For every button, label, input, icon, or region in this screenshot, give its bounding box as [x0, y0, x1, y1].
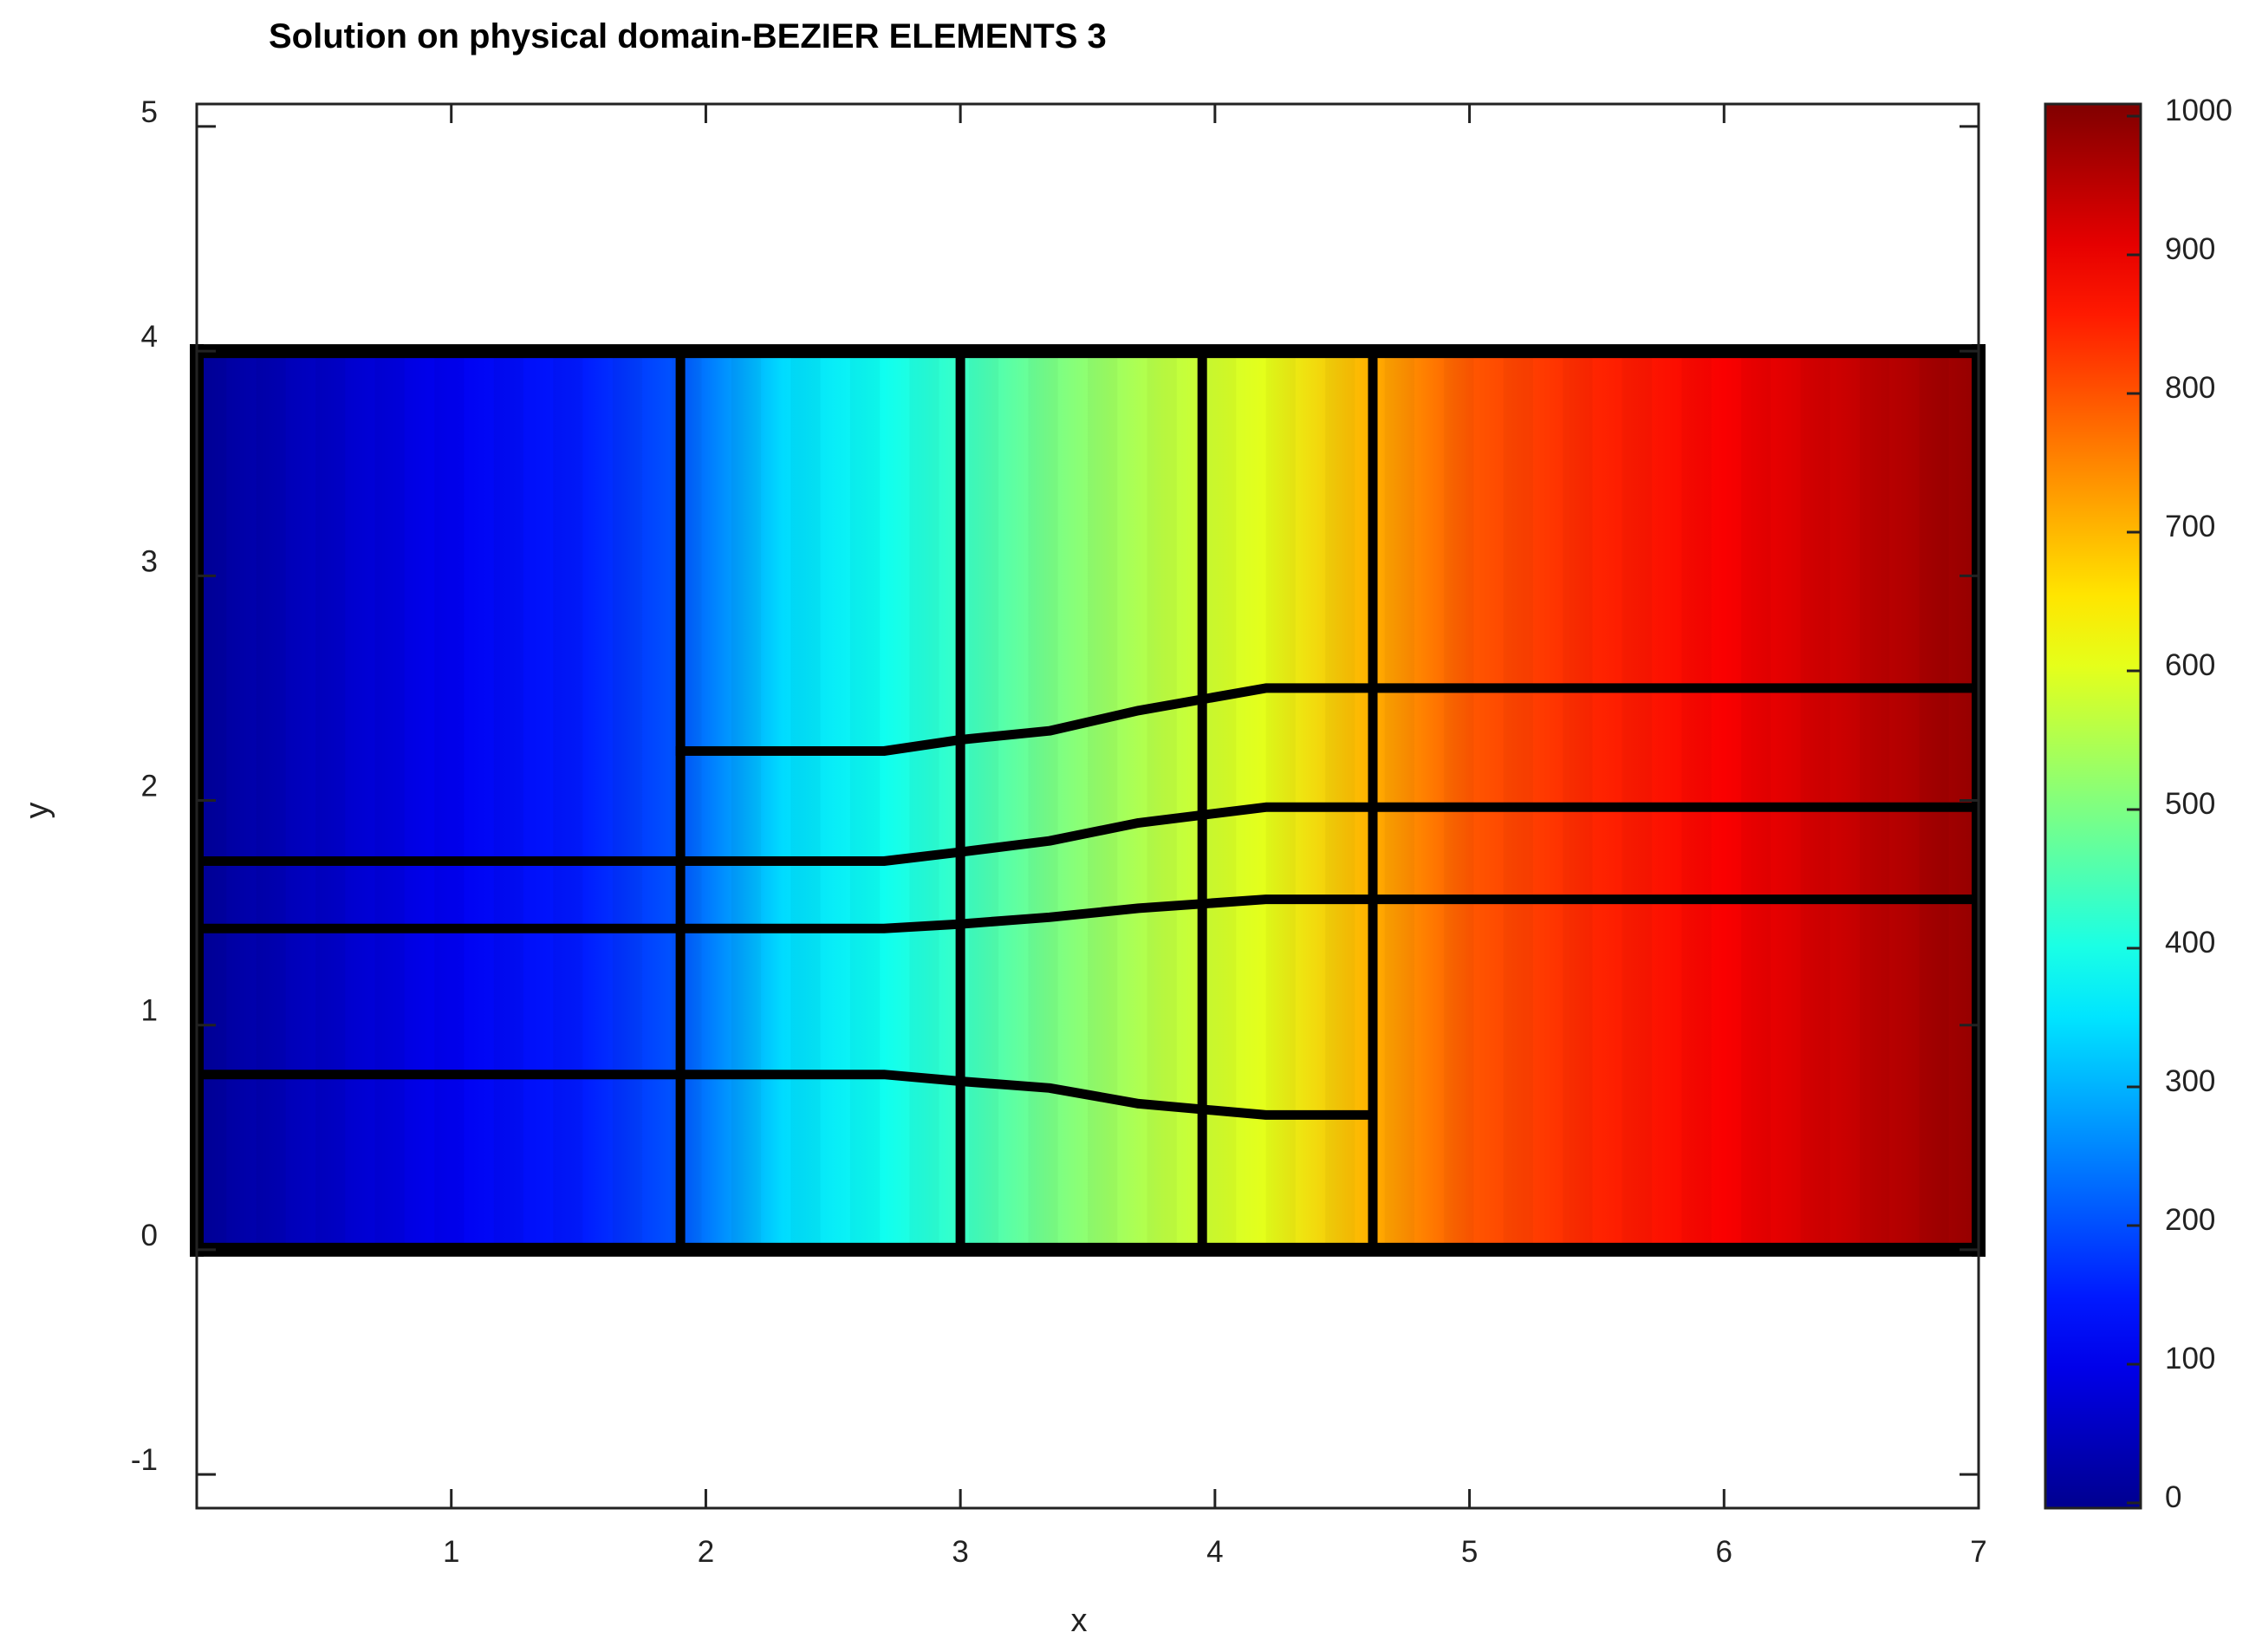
contour-band — [494, 351, 523, 1250]
colorbar-tick-label: 300 — [2165, 1064, 2215, 1098]
colorbar-tick-label: 0 — [2165, 1480, 2181, 1514]
contour-band — [1919, 351, 1948, 1250]
contour-band — [731, 351, 761, 1250]
contour-band — [1681, 351, 1711, 1250]
x-tick-label: 5 — [1461, 1535, 1478, 1569]
x-tick-label: 1 — [443, 1535, 459, 1569]
contour-band — [1622, 351, 1652, 1250]
y-tick-label: -1 — [131, 1443, 158, 1477]
contour-band — [1800, 351, 1830, 1250]
colorbar-tick-label: 500 — [2165, 787, 2215, 821]
colorbar: 0 100 200 300 400 500 600 700 800 900 1000 — [2044, 94, 2233, 1514]
y-tick-label: 4 — [141, 320, 158, 354]
contour-band — [1385, 351, 1414, 1250]
contour-band — [375, 351, 405, 1250]
contour-band — [1504, 351, 1533, 1250]
plot-area: 1 2 3 4 5 6 7 -1 0 1 2 3 4 5 — [131, 95, 1987, 1569]
contour-band — [553, 351, 582, 1250]
element-boundary-horizontal — [192, 802, 1984, 866]
x-tick-label: 3 — [952, 1535, 968, 1569]
contour-band — [1147, 351, 1177, 1250]
contour-band — [315, 351, 345, 1250]
colorbar-scale — [2044, 102, 2142, 1510]
x-tick-label: 2 — [698, 1535, 714, 1569]
colorbar-tick-label: 400 — [2165, 926, 2215, 959]
contour-band — [1028, 351, 1057, 1250]
contour-band — [1563, 351, 1592, 1250]
x-tick-label: 4 — [1206, 1535, 1223, 1569]
y-tick-label: 0 — [141, 1219, 158, 1252]
contour-band — [434, 351, 464, 1250]
colorbar-tick-label: 1000 — [2165, 94, 2233, 127]
y-tick-label: 5 — [141, 95, 158, 129]
axes-frame — [195, 102, 1980, 1510]
colorbar-tick-label: 900 — [2165, 232, 2215, 266]
x-tick-label: 6 — [1716, 1535, 1732, 1569]
contour-band — [613, 351, 642, 1250]
contour-band — [1860, 351, 1889, 1250]
y-axis-ticks: -1 0 1 2 3 4 5 — [131, 95, 1979, 1477]
colorbar-tick-label: 200 — [2165, 1203, 2215, 1237]
contour-band — [1088, 351, 1117, 1250]
chart-title: Solution on physical domain-BEZIER ELEME… — [269, 17, 1107, 55]
x-axis-ticks: 1 2 3 4 5 6 7 — [443, 104, 1987, 1569]
contour-band — [790, 351, 820, 1250]
y-tick-label: 1 — [141, 994, 158, 1028]
solution-field — [197, 351, 1979, 1250]
colorbar-tick-label: 100 — [2165, 1342, 2215, 1376]
x-tick-label: 7 — [1970, 1535, 1986, 1569]
colorbar-tick-label: 700 — [2165, 510, 2215, 543]
y-tick-label: 3 — [141, 544, 158, 578]
element-boundary-horizontal — [192, 894, 1984, 933]
contour-band — [1444, 351, 1473, 1250]
x-axis-label: x — [1071, 1603, 1088, 1639]
element-boundary-horizontal — [192, 1070, 1378, 1120]
y-axis-label: y — [19, 803, 55, 819]
contour-band — [850, 351, 880, 1250]
contour-band — [909, 351, 939, 1250]
contour-band — [257, 351, 286, 1250]
colorbar-ticks: 0 100 200 300 400 500 600 700 800 900 1000 — [2127, 94, 2233, 1514]
contour-band — [969, 351, 998, 1250]
colorbar-tick-label: 600 — [2165, 648, 2215, 682]
contour-band — [1741, 351, 1771, 1250]
colorbar-tick-label: 800 — [2165, 371, 2215, 405]
element-boundary-horizontal — [675, 683, 1984, 756]
y-tick-label: 2 — [141, 770, 158, 803]
